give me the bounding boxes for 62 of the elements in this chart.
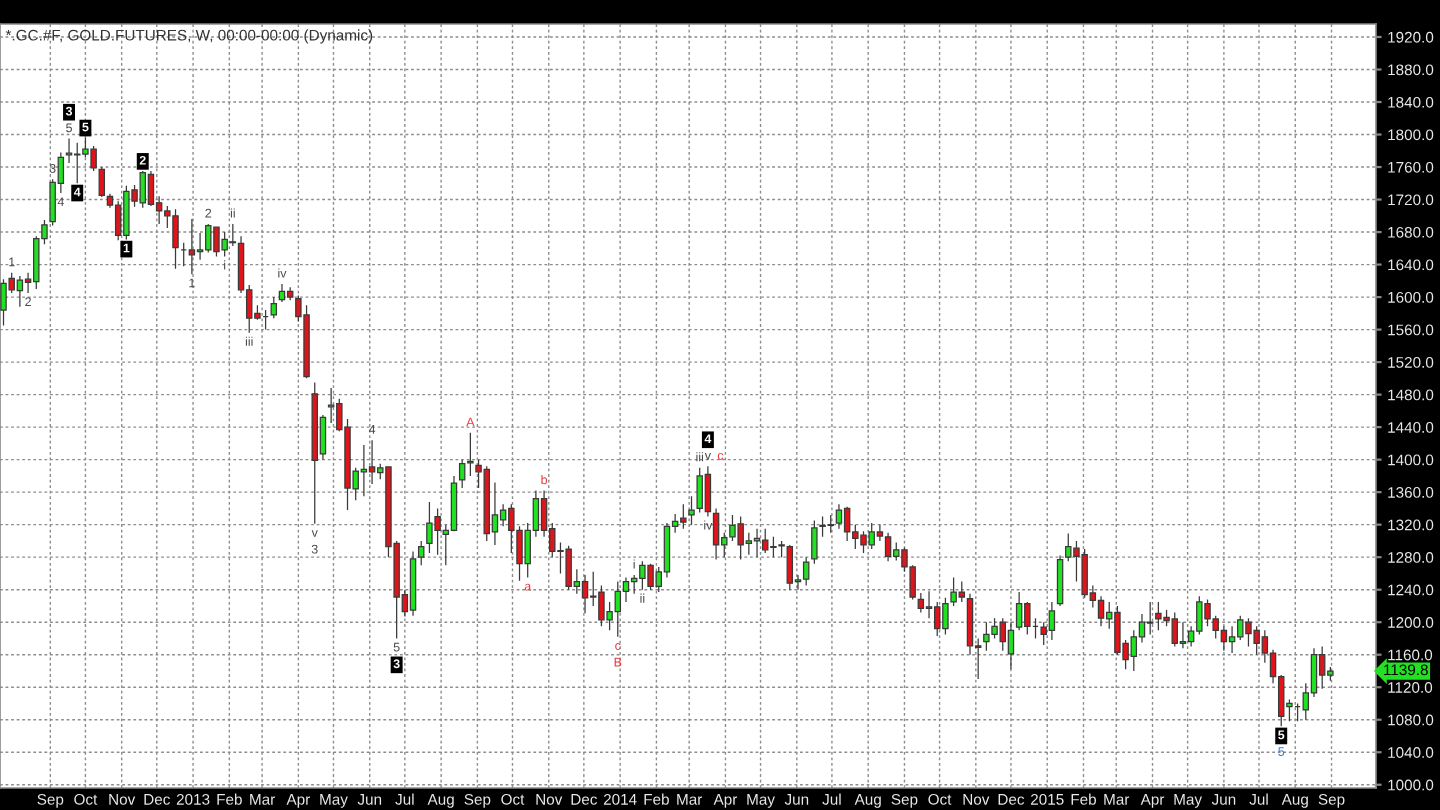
candlestick	[704, 465, 712, 518]
candlestick	[327, 387, 335, 424]
candlestick	[565, 545, 572, 591]
candlestick	[884, 532, 892, 562]
candlestick	[1318, 645, 1326, 690]
candlestick	[753, 528, 761, 558]
candlestick	[614, 580, 622, 638]
candlestick	[221, 231, 228, 258]
candlestick	[311, 381, 318, 525]
candlestick	[958, 580, 966, 603]
candlestick	[917, 592, 925, 614]
candlestick	[1171, 611, 1178, 648]
candlestick	[950, 576, 957, 607]
candlestick	[1146, 601, 1154, 636]
candlestick	[827, 514, 834, 534]
candlestick	[811, 519, 818, 565]
candlestick	[712, 507, 720, 561]
candlestick	[942, 597, 949, 636]
candlestick	[983, 621, 990, 652]
candlestick	[188, 218, 196, 275]
candlestick	[409, 550, 417, 617]
candlestick	[1245, 617, 1252, 648]
candlestick	[770, 536, 777, 558]
candlestick	[1253, 625, 1260, 656]
candlestick	[16, 275, 24, 308]
candlestick	[73, 142, 81, 184]
candlestick	[761, 528, 769, 554]
candlestick	[172, 208, 179, 270]
candlestick	[270, 296, 278, 319]
candlestick	[581, 574, 589, 614]
candlestick	[360, 444, 368, 497]
candlestick	[647, 563, 654, 591]
candlestick	[123, 185, 130, 241]
candlestick	[737, 515, 744, 561]
candlestick	[205, 223, 212, 254]
candlestick	[1155, 601, 1162, 631]
candlestick	[278, 283, 286, 303]
candlestick	[0, 278, 7, 327]
candlestick	[696, 467, 703, 514]
candlestick	[286, 286, 294, 301]
candlestick	[139, 170, 146, 209]
candlestick	[417, 540, 425, 566]
candlestick	[1048, 601, 1056, 641]
candlestick	[262, 309, 269, 331]
candlestick	[213, 225, 220, 258]
candlestick	[483, 465, 490, 542]
candlestick	[680, 503, 687, 530]
candlestick	[90, 145, 97, 172]
candlestick	[868, 522, 875, 550]
candlestick	[98, 166, 106, 198]
candlestick	[1007, 621, 1015, 670]
candlestick	[819, 515, 826, 538]
candlestick	[1015, 591, 1023, 631]
candlestick	[778, 540, 785, 558]
candlestick	[1056, 554, 1064, 607]
candlestick	[688, 495, 695, 526]
candlestick	[843, 506, 851, 542]
candlestick	[426, 501, 433, 554]
candlestick	[802, 556, 810, 587]
candlestick	[860, 530, 867, 554]
candlestick	[786, 544, 794, 591]
candlestick	[639, 560, 646, 591]
